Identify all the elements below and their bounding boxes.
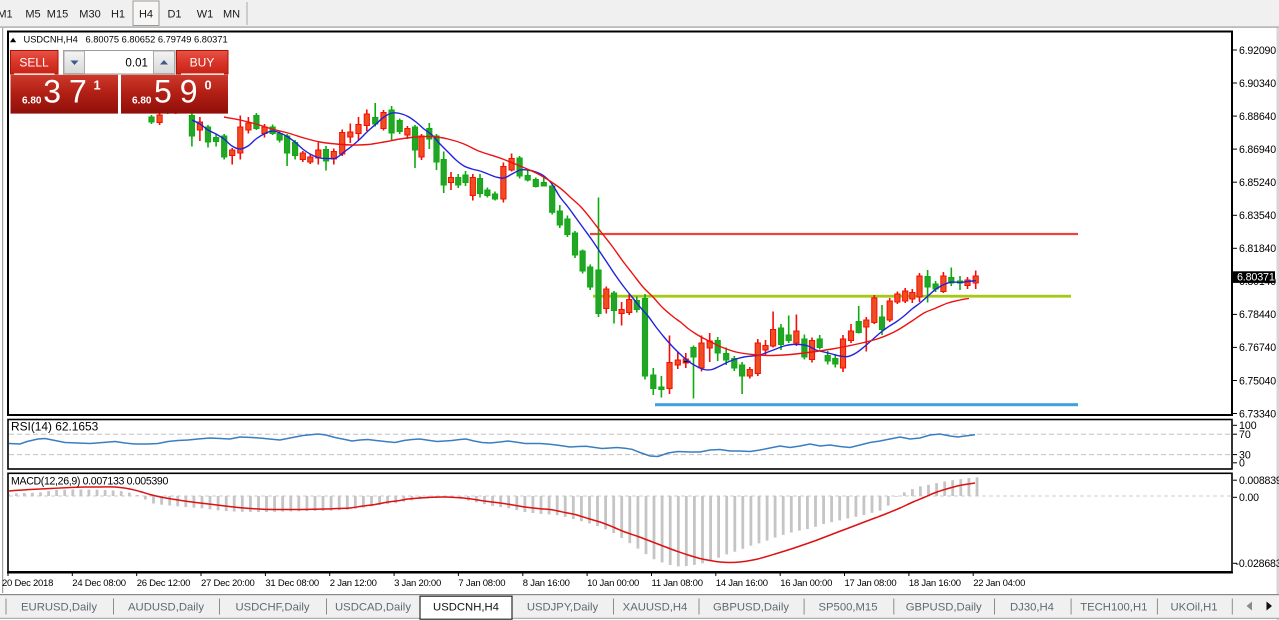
svg-text:24 Dec 08:00: 24 Dec 08:00 — [72, 578, 126, 589]
svg-text:6.80: 6.80 — [132, 95, 152, 106]
svg-text:7 Jan 08:00: 7 Jan 08:00 — [458, 578, 505, 589]
svg-text:6.85240: 6.85240 — [1239, 177, 1276, 189]
svg-text:MACD(12,26,9) 0.007133 0.00539: MACD(12,26,9) 0.007133 0.005390 — [11, 475, 168, 487]
svg-text:6.78440: 6.78440 — [1239, 309, 1276, 321]
svg-text:6.80371: 6.80371 — [1237, 272, 1275, 284]
svg-text:0.008839: 0.008839 — [1239, 475, 1279, 487]
svg-text:W1: W1 — [197, 9, 214, 21]
svg-text:DJ30,H4: DJ30,H4 — [1010, 602, 1054, 614]
svg-text:M1: M1 — [0, 9, 13, 21]
svg-text:BUY: BUY — [190, 56, 215, 70]
svg-text:RSI(14) 62.1653: RSI(14) 62.1653 — [11, 419, 99, 433]
svg-text:USDCHF,Daily: USDCHF,Daily — [235, 602, 309, 614]
svg-text:H1: H1 — [111, 9, 125, 21]
svg-text:M5: M5 — [25, 9, 40, 21]
svg-text:0.01: 0.01 — [125, 56, 148, 69]
svg-text:USDCNH,H4 6.80075 6.80652 6.: USDCNH,H4 6.80075 6.80652 6.79749 6.8037… — [24, 34, 228, 44]
svg-text:D1: D1 — [167, 9, 181, 21]
svg-text:6.75040: 6.75040 — [1239, 375, 1276, 387]
svg-text:31 Dec 08:00: 31 Dec 08:00 — [265, 578, 319, 589]
svg-text:-0.028683: -0.028683 — [1236, 558, 1279, 570]
svg-text:0: 0 — [1239, 458, 1245, 470]
svg-text:11 Jan 08:00: 11 Jan 08:00 — [652, 578, 703, 589]
svg-text:0.00: 0.00 — [1239, 492, 1259, 504]
svg-text:MN: MN — [223, 9, 240, 21]
svg-text:14 Jan 16:00: 14 Jan 16:00 — [716, 578, 768, 589]
svg-text:SELL: SELL — [19, 56, 49, 70]
svg-text:26 Dec 12:00: 26 Dec 12:00 — [137, 578, 191, 589]
svg-text:EURUSD,Daily: EURUSD,Daily — [21, 602, 97, 614]
svg-text:16 Jan 00:00: 16 Jan 00:00 — [780, 578, 832, 589]
svg-text:XAUUSD,H4: XAUUSD,H4 — [623, 602, 688, 614]
svg-text:5: 5 — [154, 74, 172, 110]
svg-text:AUDUSD,Daily: AUDUSD,Daily — [128, 602, 204, 614]
svg-text:8 Jan 16:00: 8 Jan 16:00 — [523, 578, 570, 589]
svg-text:17 Jan 08:00: 17 Jan 08:00 — [845, 578, 897, 589]
svg-text:3: 3 — [43, 74, 61, 110]
svg-text:6.92090: 6.92090 — [1239, 45, 1276, 57]
svg-text:6.80: 6.80 — [22, 95, 42, 106]
svg-text:M30: M30 — [79, 9, 100, 21]
svg-text:9: 9 — [180, 74, 198, 110]
svg-text:6.90340: 6.90340 — [1239, 78, 1276, 90]
svg-text:6.76740: 6.76740 — [1239, 342, 1276, 354]
svg-text:USDCAD,Daily: USDCAD,Daily — [335, 602, 411, 614]
svg-text:30: 30 — [1239, 449, 1251, 461]
svg-text:2 Jan 12:00: 2 Jan 12:00 — [330, 578, 377, 589]
svg-text:6.83540: 6.83540 — [1239, 210, 1276, 222]
svg-text:6.86940: 6.86940 — [1239, 144, 1276, 156]
svg-text:SP500,M15: SP500,M15 — [818, 602, 877, 614]
svg-text:6.73340: 6.73340 — [1239, 408, 1276, 420]
svg-text:100: 100 — [1239, 420, 1257, 432]
svg-text:0: 0 — [205, 77, 212, 92]
svg-text:TECH100,H1: TECH100,H1 — [1080, 602, 1147, 614]
svg-text:USDCNH,H4: USDCNH,H4 — [433, 602, 499, 614]
svg-text:GBPUSD,Daily: GBPUSD,Daily — [906, 602, 982, 614]
svg-text:27 Dec 20:00: 27 Dec 20:00 — [201, 578, 255, 589]
svg-text:1: 1 — [94, 77, 101, 92]
svg-text:GBPUSD,Daily: GBPUSD,Daily — [713, 602, 789, 614]
svg-text:22 Jan 04:00: 22 Jan 04:00 — [973, 578, 1025, 589]
svg-text:UKOil,H1: UKOil,H1 — [1170, 602, 1217, 614]
svg-text:10 Jan 00:00: 10 Jan 00:00 — [587, 578, 639, 589]
svg-text:USDJPY,Daily: USDJPY,Daily — [527, 602, 599, 614]
svg-text:M15: M15 — [47, 9, 68, 21]
svg-text:3 Jan 20:00: 3 Jan 20:00 — [394, 578, 441, 589]
svg-text:18 Jan 16:00: 18 Jan 16:00 — [909, 578, 961, 589]
svg-text:7: 7 — [69, 74, 87, 110]
svg-text:H4: H4 — [139, 9, 153, 21]
svg-text:6.88640: 6.88640 — [1239, 111, 1276, 123]
svg-text:6.81840: 6.81840 — [1239, 243, 1276, 255]
svg-text:70: 70 — [1239, 429, 1251, 441]
svg-text:20 Dec 2018: 20 Dec 2018 — [2, 578, 53, 589]
